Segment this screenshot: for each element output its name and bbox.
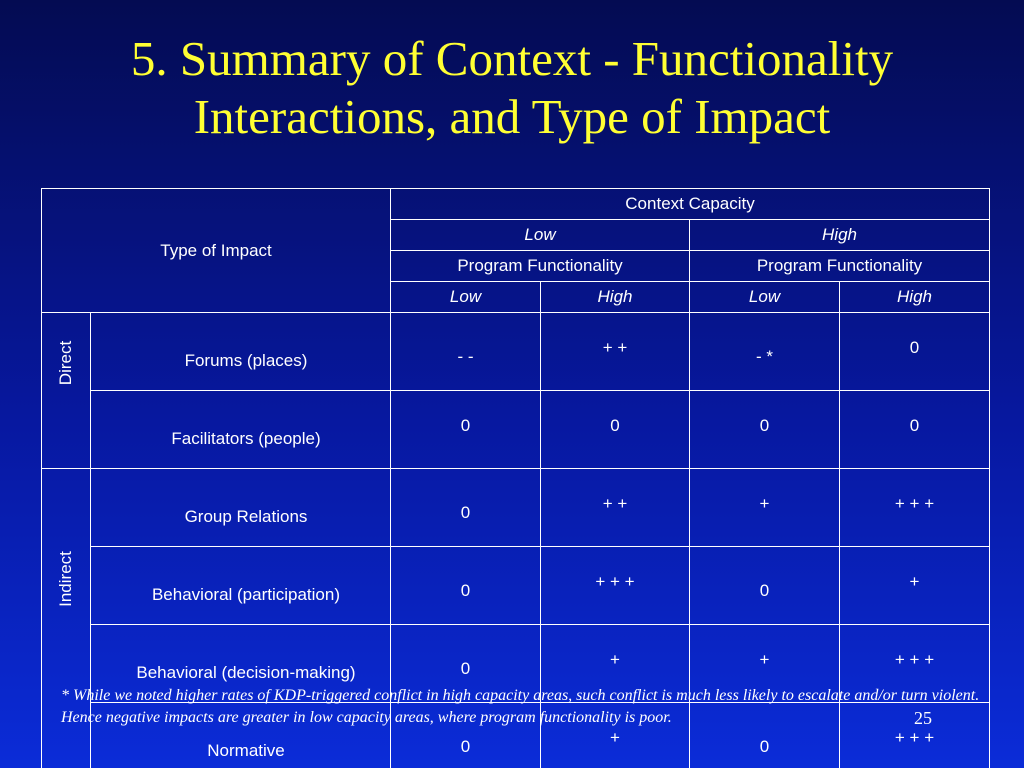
header-capacity-high: High [688,219,991,251]
row-label-behavioral-participation: Behavioral (participation) [90,546,391,625]
row-label-behavioral-decision-making: Behavioral (decision-making) [90,624,391,703]
row-label-normative: Normative [90,702,391,768]
table-row: Normative 0 + 0 + + + [42,702,991,768]
table-cell: 0 [540,390,690,469]
row-label-group-relations: Group Relations [90,468,391,547]
impact-summary-table: Type of Impact Context Capacity Low High… [41,188,991,768]
footnote: * While we noted higher rates of KDP-tri… [61,687,980,726]
table-cell: - - [390,312,541,391]
table-cell: + + + [540,546,690,625]
slide-title-line1: 5. Summary of Context - Functionality [130,31,894,86]
group-label-indirect-text: Indirect [56,551,75,607]
header-context-capacity: Context Capacity [389,188,991,220]
header-row-context: Type of Impact Context Capacity [41,188,991,313]
table-row: Behavioral (participation) 0 + + + 0 + [42,546,991,625]
table-cell: + + + [838,702,991,768]
slide-title: 5. Summary of Context - Functionality In… [20,30,1004,146]
table-cell: 0 [390,390,541,469]
header-row-program-functionality: Program Functionality Program Functional… [42,250,991,282]
header-row-capacity: Low High [42,219,991,251]
table-cell: 0 [689,702,840,768]
header-program-functionality-high-capacity: Program Functionality [688,250,991,282]
table-cell: + + + [838,624,991,703]
table-row: Behavioral (decision-making) 0 + + + + + [42,624,991,703]
row-label-forums: Forums (places) [90,312,391,391]
header-functionality-low-1: Low [390,281,541,313]
table-cell: + [689,468,840,547]
header-functionality-high-2: High [838,281,991,313]
table-row: Facilitators (people) 0 0 0 0 [42,390,991,469]
table-row: Direct Forums (places) - - + + - * 0 [41,312,991,469]
header-functionality-high-1: High [540,281,690,313]
group-label-direct: Direct [41,312,91,469]
table-cell: + + [540,312,690,391]
header-program-functionality-low-capacity: Program Functionality [390,250,690,282]
table-cell: 0 [838,390,991,469]
group-label-indirect: Indirect [41,468,91,768]
row-label-facilitators: Facilitators (people) [90,390,391,469]
table-cell: 0 [689,546,840,625]
page-number: 25 [914,708,932,728]
table-cell: + [540,702,690,768]
table-cell: + + [540,468,690,547]
header-row-functionality-levels: Low High Low High [42,281,991,313]
corner-label-type-of-impact: Type of Impact [41,188,391,313]
group-label-direct-text: Direct [56,340,75,386]
table-cell: + [540,624,690,703]
table-cell: 0 [390,546,541,625]
slide-title-line2: Interactions, and Type of Impact [193,89,831,144]
table-cell: 0 [390,624,541,703]
table-cell: 0 [390,468,541,547]
header-capacity-low: Low [390,219,690,251]
table-cell: 0 [689,390,840,469]
table-row: Indirect Group Relations 0 + + + + + + [41,468,991,768]
table-cell: + + + [838,468,991,547]
table-cell: + [838,546,991,625]
header-functionality-low-2: Low [689,281,840,313]
table-cell: - * [689,312,840,391]
table-cell: 0 [838,312,991,391]
